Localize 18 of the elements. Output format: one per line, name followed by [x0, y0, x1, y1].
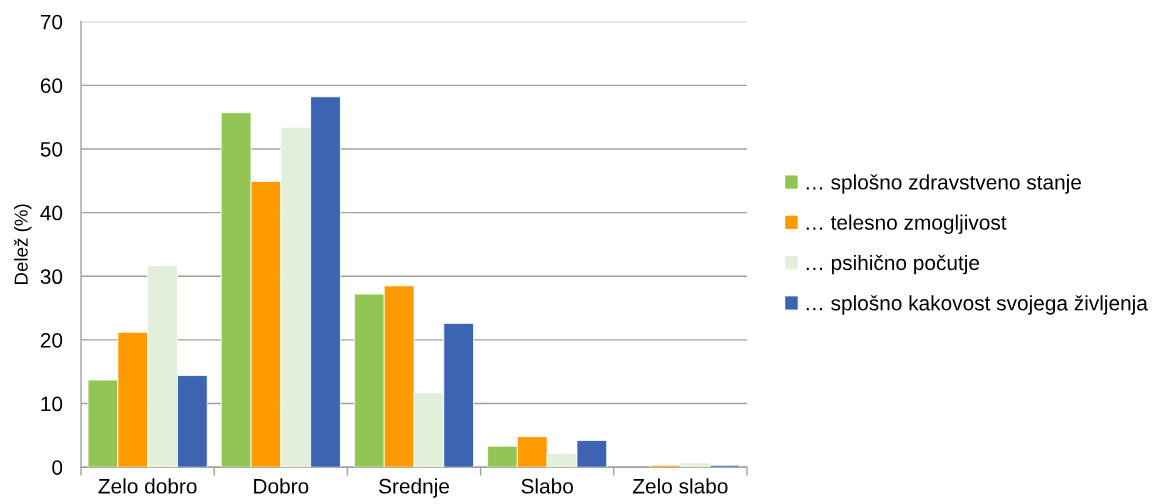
x-tick-label: Slabo — [521, 478, 573, 494]
y-axis-title: Delež (%) — [13, 204, 32, 285]
x-tick-label: Srednje — [379, 478, 449, 498]
x-tick-label: Zelo slabo — [632, 478, 728, 494]
y-tick-label: 10 — [41, 396, 63, 412]
legend-label: … splošno kakovost svojega življenja — [806, 295, 1148, 315]
y-tick-label: 70 — [40, 14, 63, 30]
y-tick-label: 0 — [52, 460, 63, 475]
y-tick-label: 60 — [40, 78, 63, 94]
y-tick-label: 20 — [40, 332, 63, 348]
x-tick-label: Zelo dobro — [98, 478, 197, 494]
x-tick-label: Dobro — [254, 478, 309, 494]
y-tick-label: 50 — [40, 141, 63, 157]
legend-label: … splošno zdravstveno stanje — [806, 174, 1081, 194]
y-tick-label: 30 — [40, 269, 63, 285]
legend-label: … psihično počutje — [806, 254, 980, 275]
y-tick-label: 40 — [40, 205, 63, 221]
legend-label: … telesno zmogljivost — [806, 214, 1007, 234]
